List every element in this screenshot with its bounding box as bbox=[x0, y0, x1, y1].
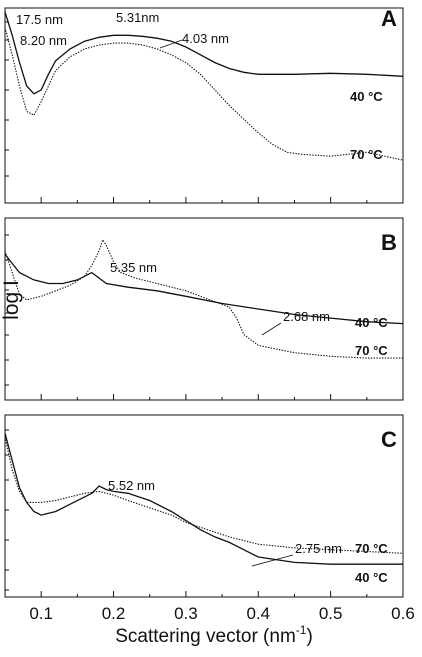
series-label: 40 °C bbox=[350, 89, 383, 104]
panels: A 40 °C 70 °C 17.5 nm 8.20 nm 5.31nm 4.03 nm B 4… bbox=[4, 6, 404, 598]
series-label: 70 °C bbox=[350, 147, 383, 162]
series-line-70c bbox=[4, 238, 403, 359]
panel-letter: B bbox=[381, 230, 397, 255]
series-label: 40 °C bbox=[355, 570, 388, 585]
x-tick-label: 0.5 bbox=[319, 604, 343, 623]
x-tick-labels: 0.1 0.2 0.3 0.4 0.5 0.6 bbox=[29, 604, 414, 623]
peak-annotation: 5.31nm bbox=[116, 10, 159, 25]
panel-frame bbox=[4, 414, 404, 598]
panel-b: B 40 °C 70 °C 5.35 nm 2.68 nm bbox=[4, 217, 404, 401]
series-label: 70 °C bbox=[355, 343, 388, 358]
series-line-70c bbox=[4, 436, 404, 554]
annotation-leader bbox=[261, 322, 282, 336]
panel-frame bbox=[4, 217, 404, 401]
panel-frame bbox=[4, 7, 404, 204]
panel-a: A 40 °C 70 °C 17.5 nm 8.20 nm 5.31nm 4.03 nm bbox=[4, 6, 404, 204]
x-tick-label: 0.3 bbox=[174, 604, 198, 623]
x-axis-label: Scattering vector (nm-1) bbox=[115, 623, 313, 647]
series-line-40c bbox=[4, 11, 404, 95]
annotation-leader bbox=[159, 39, 183, 49]
peak-annotation: 2.68 nm bbox=[283, 309, 330, 324]
x-tick-label: 0.6 bbox=[391, 604, 415, 623]
peak-annotation: 2.75 nm bbox=[295, 541, 342, 556]
annotation-leader bbox=[251, 554, 294, 567]
peak-annotation: 8.20 nm bbox=[20, 33, 67, 48]
x-tick-label: 0.2 bbox=[102, 604, 126, 623]
panel-letter: C bbox=[381, 427, 397, 452]
panel-c: C 40 °C 70 °C 5.52 nm 2.75 nm bbox=[4, 414, 404, 598]
peak-annotation: 4.03 nm bbox=[182, 31, 229, 46]
y-axis-label: log I bbox=[0, 280, 23, 320]
panel-letter: A bbox=[381, 6, 397, 31]
x-tick-label: 0.4 bbox=[246, 604, 270, 623]
series-line-40c bbox=[4, 433, 403, 565]
series-line-70c bbox=[4, 27, 404, 161]
peak-annotation: 5.35 nm bbox=[110, 260, 157, 275]
series-line-40c bbox=[4, 253, 404, 325]
peak-annotation: 5.52 nm bbox=[108, 478, 155, 493]
x-tick-label: 0.1 bbox=[29, 604, 53, 623]
series-label: 70 °C bbox=[355, 541, 388, 556]
peak-annotation: 17.5 nm bbox=[16, 12, 63, 27]
series-label: 40 °C bbox=[355, 315, 388, 330]
